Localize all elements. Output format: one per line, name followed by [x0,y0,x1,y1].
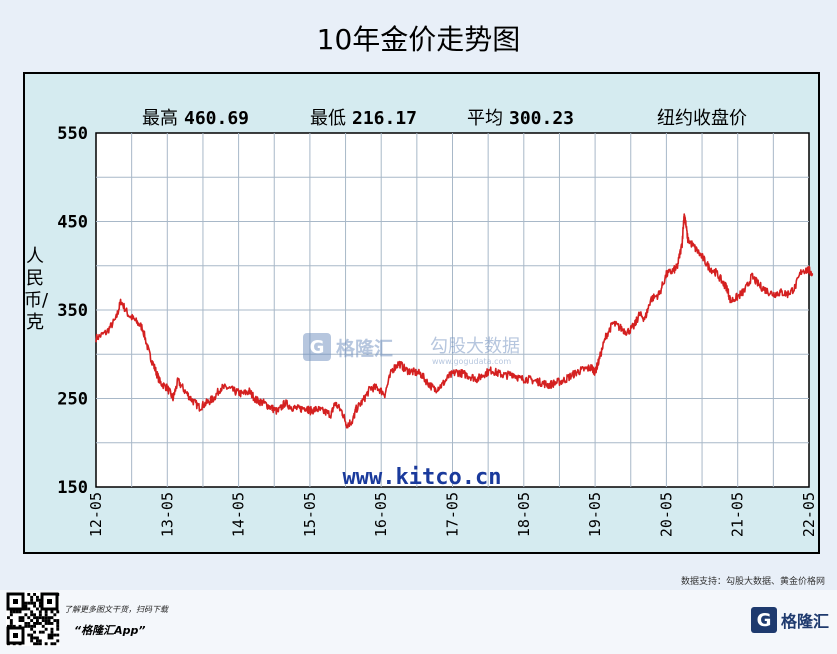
x-tick-label: 13-05 [158,492,176,537]
promo-text: 了解更多图文干货，扫码下载 [64,605,168,614]
y-tick-label: 150 [57,478,88,498]
x-tick-label: 19-05 [586,492,604,537]
brand-watermark-icon [303,333,331,361]
brand-logo: G 格隆汇 [750,607,829,633]
data-source: 数据支持：勾股大数据、黄金价格网 [680,577,825,587]
stat-high-label: 最高 [142,108,178,129]
stat-low-value: 216.17 [352,108,418,129]
x-tick-label: 20-05 [657,492,675,537]
site-watermark: www.kitco.cn [343,465,502,490]
x-tick-label: 17-05 [444,492,462,537]
y-tick-labels: 550 450 350 250 150 [57,124,88,498]
center-watermark: G 格隆汇 勾股大数据 www.gogudata.com [303,333,520,366]
logo-text: 格隆汇 [780,612,829,631]
stat-avg-label: 平均 [467,108,503,129]
y-tick-label: 250 [57,390,88,410]
brand-watermark-text: 格隆汇 [336,337,393,360]
x-tick-label: 16-05 [372,492,390,537]
stat-avg-value: 300.23 [509,108,575,129]
stat-high-value: 460.69 [184,108,250,129]
x-tick-label: 22-05 [800,492,818,537]
partner-watermark-text: 勾股大数据 [430,336,520,357]
x-tick-label: 21-05 [729,492,747,537]
y-tick-label: 550 [57,124,88,144]
page-title: 10年金价走势图 [316,23,521,56]
x-tick-label: 18-05 [515,492,533,537]
qr-code-icon[interactable] [6,592,60,646]
stat-avg: 平均 300.23 [467,104,574,130]
x-tick-label: 15-05 [301,492,319,537]
logo-icon: G [750,607,777,633]
footer [0,590,837,654]
y-axis-label: 人民币/克 [24,246,49,333]
stat-low: 最低 216.17 [310,104,417,130]
gold-price-line [95,213,814,429]
y-tick-label: 450 [57,213,88,233]
y-tick-label: 350 [57,301,88,321]
grid-lines [96,133,809,487]
x-tick-label: 12-05 [87,492,105,537]
market-label: 纽约收盘价 [657,108,747,129]
stat-high: 最高 460.69 [142,104,249,130]
partner-watermark-url: www.gogudata.com [432,357,511,366]
x-tick-label: 14-05 [230,492,248,537]
app-name: “格隆汇App” [74,624,146,637]
x-tick-labels: 12-05 13-05 14-05 15-05 16-05 17-05 18-05 19-05… [87,492,818,537]
stat-low-label: 最低 [310,108,346,129]
brand-watermark-icon-letter: G [310,337,325,358]
